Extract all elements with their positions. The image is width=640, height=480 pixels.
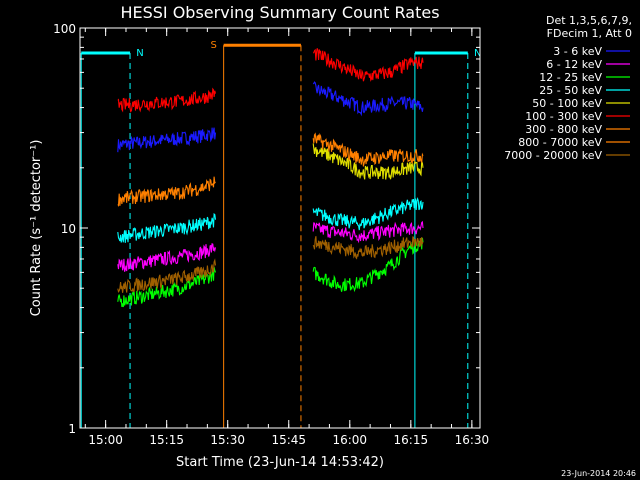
y-tick-label: 100 bbox=[53, 22, 76, 36]
y-axis-label: Count Rate (s⁻¹ detector⁻¹) bbox=[29, 140, 44, 317]
y-tick-label: 10 bbox=[61, 222, 76, 236]
footer-timestamp: 23-Jun-2014 20:46 bbox=[561, 469, 636, 478]
legend-entry-label: 25 - 50 keV bbox=[539, 84, 602, 97]
legend-entry-label: 3 - 6 keV bbox=[553, 45, 602, 58]
x-tick-label: 16:15 bbox=[394, 433, 429, 447]
legend-entry-label: 300 - 800 keV bbox=[525, 123, 602, 136]
legend-entry-label: 7000 - 20000 keV bbox=[504, 149, 602, 162]
series-line bbox=[312, 236, 424, 260]
legend-header-line-2: FDecim 1, Att 0 bbox=[547, 27, 632, 40]
series-line bbox=[117, 258, 217, 293]
series-line bbox=[117, 176, 216, 208]
series-line bbox=[117, 242, 217, 272]
series-line bbox=[312, 220, 424, 244]
legend-header-line-1: Det 1,3,5,6,7,9, bbox=[546, 14, 632, 27]
series-line bbox=[312, 48, 424, 82]
series-line bbox=[312, 81, 424, 117]
legend-entry-label: 800 - 7000 keV bbox=[518, 136, 602, 149]
x-tick-label: 15:00 bbox=[88, 433, 123, 447]
flag-label: N bbox=[136, 48, 143, 59]
legend-entry-label: 12 - 25 keV bbox=[539, 71, 602, 84]
x-tick-label: 15:30 bbox=[210, 433, 245, 447]
legend-entry-label: 6 - 12 keV bbox=[546, 58, 602, 71]
series-line bbox=[117, 87, 217, 113]
x-tick-label: 15:15 bbox=[149, 433, 184, 447]
series-line bbox=[312, 132, 424, 167]
flag-label: S bbox=[210, 40, 216, 51]
series-line bbox=[312, 143, 424, 180]
series-line bbox=[312, 237, 424, 293]
x-tick-label: 16:30 bbox=[455, 433, 490, 447]
legend-entry-label: 50 - 100 keV bbox=[532, 97, 602, 110]
x-tick-label: 16:00 bbox=[332, 433, 367, 447]
series-line bbox=[117, 127, 217, 153]
legend: Det 1,3,5,6,7,9, FDecim 1, Att 0 3 - 6 k… bbox=[504, 14, 632, 162]
series-line bbox=[117, 212, 217, 243]
series-line bbox=[312, 197, 424, 231]
flag-label: N bbox=[474, 48, 481, 59]
legend-entry-label: 100 - 300 keV bbox=[525, 110, 602, 123]
axes: 15:00 15:15 15:30 15:45 16:00 16:15 16:30 1 10 10… bbox=[53, 22, 489, 447]
y-tick-label: 1 bbox=[68, 422, 76, 436]
plot-area: NSN bbox=[80, 40, 482, 428]
chart-title: HESSI Observing Summary Count Rates bbox=[120, 3, 439, 22]
x-axis-label: Start Time (23-Jun-14 14:53:42) bbox=[176, 455, 384, 470]
x-tick-label: 15:45 bbox=[271, 433, 306, 447]
